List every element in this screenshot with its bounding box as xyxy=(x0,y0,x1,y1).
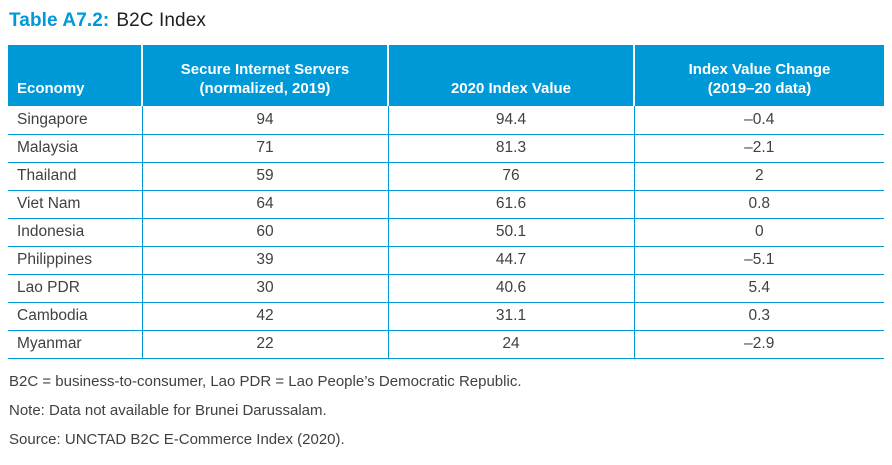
table-row: Viet Nam 64 61.6 0.8 xyxy=(8,190,884,219)
servers-cell: 71 xyxy=(141,134,388,163)
servers-cell: 42 xyxy=(141,302,388,331)
table-row: Thailand 59 76 2 xyxy=(8,162,884,191)
servers-cell: 22 xyxy=(141,330,388,359)
economy-cell: Indonesia xyxy=(8,218,142,247)
footnote-note: Note: Data not available for Brunei Daru… xyxy=(9,401,327,419)
economy-cell: Thailand xyxy=(8,162,142,191)
column-header-economy: Economy xyxy=(8,45,142,106)
change-cell: 0.8 xyxy=(633,190,884,219)
column-header-secure-servers: Secure Internet Servers (normalized, 201… xyxy=(141,45,388,106)
change-cell: 5.4 xyxy=(633,274,884,303)
change-cell: 0 xyxy=(633,218,884,247)
index-2020-cell: 31.1 xyxy=(387,302,634,331)
table-row: Malaysia 71 81.3 –2.1 xyxy=(8,134,884,163)
column-header-index-change: Index Value Change (2019–20 data) xyxy=(633,45,884,106)
change-cell: –2.1 xyxy=(633,134,884,163)
economy-cell: Singapore xyxy=(8,106,142,135)
table-name: B2C Index xyxy=(116,10,206,31)
index-2020-cell: 24 xyxy=(387,330,634,359)
footnote-source: Source: UNCTAD B2C E-Commerce Index (202… xyxy=(9,430,345,448)
change-cell: 0.3 xyxy=(633,302,884,331)
table-row: Philippines 39 44.7 –5.1 xyxy=(8,246,884,275)
table-row: Lao PDR 30 40.6 5.4 xyxy=(8,274,884,303)
economy-cell: Lao PDR xyxy=(8,274,142,303)
servers-cell: 30 xyxy=(141,274,388,303)
column-header-2020-index: 2020 Index Value xyxy=(387,45,634,106)
economy-cell: Viet Nam xyxy=(8,190,142,219)
index-2020-cell: 40.6 xyxy=(387,274,634,303)
index-2020-cell: 81.3 xyxy=(387,134,634,163)
table-row: Indonesia 60 50.1 0 xyxy=(8,218,884,247)
servers-cell: 64 xyxy=(141,190,388,219)
footnote-abbreviations: B2C = business-to-consumer, Lao PDR = La… xyxy=(9,372,522,390)
index-2020-cell: 44.7 xyxy=(387,246,634,275)
index-2020-cell: 61.6 xyxy=(387,190,634,219)
economy-cell: Malaysia xyxy=(8,134,142,163)
index-2020-cell: 50.1 xyxy=(387,218,634,247)
change-cell: –0.4 xyxy=(633,106,884,135)
table-row: Myanmar 22 24 –2.9 xyxy=(8,330,884,359)
index-2020-cell: 94.4 xyxy=(387,106,634,135)
economy-cell: Myanmar xyxy=(8,330,142,359)
table-number-label: Table A7.2: xyxy=(9,10,110,31)
economy-cell: Cambodia xyxy=(8,302,142,331)
table-row: Cambodia 42 31.1 0.3 xyxy=(8,302,884,331)
servers-cell: 59 xyxy=(141,162,388,191)
change-cell: –5.1 xyxy=(633,246,884,275)
header-row: Economy Secure Internet Servers (normali… xyxy=(8,45,884,106)
economy-cell: Philippines xyxy=(8,246,142,275)
change-cell: 2 xyxy=(633,162,884,191)
table-row: Singapore 94 94.4 –0.4 xyxy=(8,106,884,135)
servers-cell: 94 xyxy=(141,106,388,135)
index-2020-cell: 76 xyxy=(387,162,634,191)
servers-cell: 39 xyxy=(141,246,388,275)
b2c-index-table: Economy Secure Internet Servers (normali… xyxy=(8,45,884,359)
change-cell: –2.9 xyxy=(633,330,884,359)
table-title: Table A7.2: B2C Index xyxy=(9,10,884,32)
servers-cell: 60 xyxy=(141,218,388,247)
